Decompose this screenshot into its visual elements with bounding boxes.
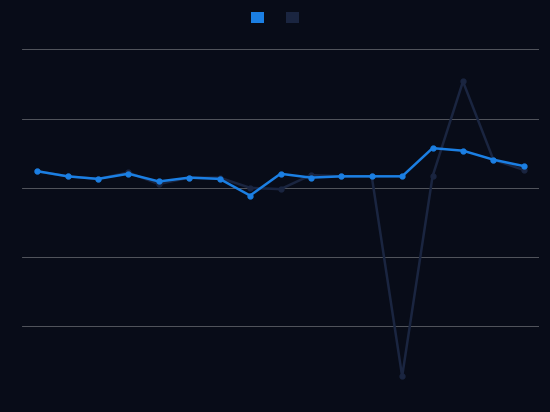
Legend: , : ,	[251, 12, 310, 26]
